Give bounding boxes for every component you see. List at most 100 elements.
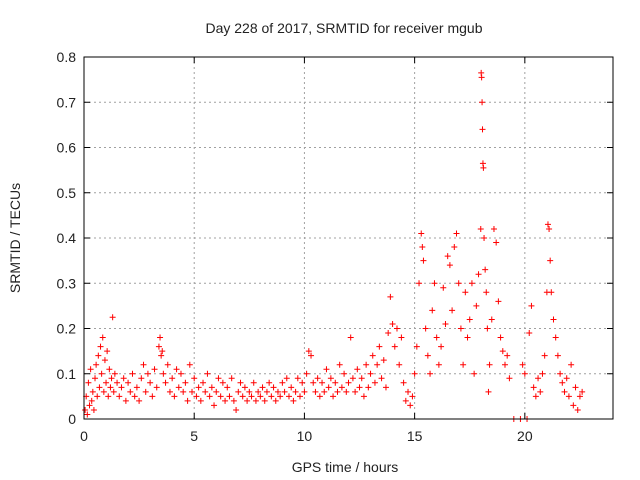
- data-point: [535, 375, 542, 382]
- data-point: [413, 343, 420, 350]
- data-point: [114, 379, 121, 386]
- data-point: [427, 370, 434, 377]
- x-tick-label: 0: [80, 428, 88, 444]
- data-point: [367, 370, 374, 377]
- data-point: [266, 379, 273, 386]
- x-axis-label: GPS time / hours: [292, 459, 399, 475]
- x-tick-label: 15: [407, 428, 423, 444]
- plot-frame: [83, 56, 614, 420]
- data-point: [136, 397, 143, 404]
- data-point: [92, 375, 99, 382]
- y-tick-label: 0.5: [57, 185, 77, 201]
- data-point: [473, 302, 480, 309]
- data-point: [186, 361, 193, 368]
- data-point: [475, 271, 482, 278]
- data-point: [164, 361, 171, 368]
- data-point: [206, 393, 213, 400]
- data-point: [204, 370, 211, 377]
- data-point: [550, 316, 557, 323]
- data-point: [537, 388, 544, 395]
- data-point: [358, 375, 365, 382]
- data-point: [526, 330, 533, 337]
- axis-ticks: 0 0.1 0.2 0.3 0.4 0.5 0.6 0.7 0.8 0 5 10 15 20: [57, 49, 613, 444]
- data-point: [499, 348, 506, 355]
- data-point: [239, 393, 246, 400]
- data-point: [297, 393, 304, 400]
- data-point: [497, 334, 504, 341]
- data-point: [548, 289, 555, 296]
- data-point: [546, 225, 553, 232]
- data-point: [442, 320, 449, 327]
- data-point: [147, 379, 154, 386]
- data-point: [217, 393, 224, 400]
- data-point: [157, 334, 164, 341]
- data-point: [96, 384, 103, 391]
- data-point: [250, 379, 257, 386]
- data-point: [208, 384, 215, 391]
- data-point: [292, 388, 299, 395]
- data-point: [429, 307, 436, 314]
- data-point: [504, 352, 511, 359]
- data-point: [277, 393, 284, 400]
- data-point: [396, 361, 403, 368]
- y-tick-label: 0.2: [57, 321, 77, 337]
- data-point: [385, 330, 392, 337]
- data-point: [252, 397, 259, 404]
- data-point: [235, 388, 242, 395]
- data-point: [561, 388, 568, 395]
- data-point: [495, 298, 502, 305]
- data-point: [376, 343, 383, 350]
- data-point: [345, 379, 352, 386]
- data-point: [177, 370, 184, 377]
- data-point: [547, 257, 554, 264]
- data-point: [308, 352, 315, 359]
- data-point: [563, 375, 570, 382]
- data-point: [433, 334, 440, 341]
- data-point: [363, 361, 370, 368]
- data-point: [559, 379, 566, 386]
- data-point: [574, 406, 581, 413]
- data-point: [565, 393, 572, 400]
- x-tick-label: 10: [297, 428, 313, 444]
- data-point: [166, 388, 173, 395]
- data-point: [288, 384, 295, 391]
- data-point: [532, 393, 539, 400]
- data-point: [86, 402, 93, 409]
- data-point: [424, 352, 431, 359]
- data-point: [97, 343, 104, 350]
- data-point: [173, 366, 180, 373]
- data-point: [365, 384, 372, 391]
- data-point: [327, 375, 334, 382]
- data-point: [279, 379, 286, 386]
- data-points: [82, 69, 586, 422]
- data-point: [483, 289, 490, 296]
- data-point: [455, 280, 462, 287]
- data-point: [579, 388, 586, 395]
- data-point: [332, 379, 339, 386]
- data-point: [211, 402, 218, 409]
- data-point: [402, 397, 409, 404]
- y-tick-label: 0: [68, 411, 76, 427]
- data-point: [259, 384, 266, 391]
- data-point: [440, 284, 447, 291]
- data-point: [369, 352, 376, 359]
- data-point: [446, 262, 453, 269]
- y-axis-label: SRMTID / TECUs: [7, 183, 23, 293]
- data-point: [435, 361, 442, 368]
- data-point: [468, 280, 475, 287]
- data-point: [481, 235, 488, 241]
- data-point: [149, 393, 156, 400]
- data-point: [142, 388, 149, 395]
- data-point: [230, 397, 237, 404]
- data-point: [371, 379, 378, 386]
- data-point: [193, 393, 200, 400]
- data-point: [554, 352, 561, 359]
- y-tick-label: 0.6: [57, 140, 77, 156]
- y-tick-label: 0.7: [57, 94, 77, 110]
- data-point: [87, 366, 94, 373]
- data-point: [486, 361, 493, 368]
- data-point: [416, 280, 423, 287]
- data-point: [464, 334, 471, 341]
- data-point: [158, 352, 165, 359]
